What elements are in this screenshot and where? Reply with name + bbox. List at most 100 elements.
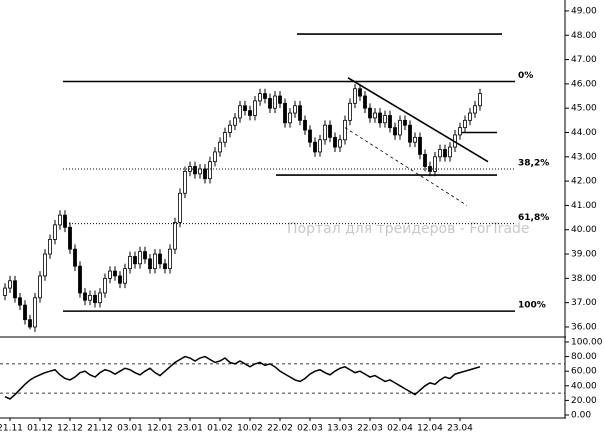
candle-body [303, 119, 307, 131]
x-tick-label: 02.04 [387, 424, 413, 434]
fib-label: 100% [518, 301, 546, 311]
x-tick-label: 23.04 [447, 424, 473, 434]
candle-body [448, 146, 452, 158]
candle-body [93, 294, 97, 304]
y-tick-label: 60.00 [571, 367, 597, 377]
candle-body [408, 124, 412, 143]
candle-body [278, 95, 282, 104]
candle-body [358, 88, 362, 97]
candle-body [98, 292, 102, 304]
candle-body [28, 319, 32, 328]
candle-body [123, 268, 127, 284]
y-tick-label: 80.00 [571, 352, 597, 362]
candle-body [88, 294, 92, 301]
candle-body [168, 248, 172, 270]
candle-body [33, 297, 37, 328]
y-tick-label: 0.00 [571, 411, 591, 421]
x-tick-label: 22.02 [267, 424, 293, 434]
y-tick-label: 36.00 [571, 322, 597, 332]
trend-line [344, 127, 468, 206]
candle-body [478, 93, 482, 107]
candle-body [473, 105, 477, 114]
y-tick-label: 43.00 [571, 152, 597, 162]
candle-body [388, 115, 392, 129]
candle-body [418, 136, 422, 155]
candle-body [43, 253, 47, 277]
candle-body [48, 239, 52, 255]
candle-body [23, 304, 27, 321]
x-tick-label: 10.02 [237, 424, 263, 434]
candle-body [233, 117, 237, 126]
candle-body [158, 253, 162, 265]
candle-body [248, 110, 252, 116]
candle-body [118, 275, 122, 284]
candle-body [348, 102, 352, 121]
candle-body [353, 88, 357, 104]
candle-body [68, 226, 72, 250]
candle-body [58, 214, 62, 226]
trend-line [347, 77, 489, 163]
x-tick-label: 22.03 [357, 424, 383, 434]
candle-body [323, 124, 327, 141]
candle-body [288, 112, 292, 124]
candle-body [213, 151, 217, 163]
y-tick-label: 46.00 [571, 79, 597, 89]
candle-body [283, 102, 287, 124]
fib-label: 0% [518, 71, 533, 81]
candle-body [133, 256, 137, 265]
y-tick-label: 20.00 [571, 396, 597, 406]
candle-body [18, 297, 22, 306]
candle-body [8, 280, 12, 289]
candle-body [178, 192, 182, 223]
candle-body [193, 166, 197, 175]
y-tick-label: 47.00 [571, 55, 597, 65]
x-tick-label: 12.12 [57, 424, 83, 434]
y-tick-label: 39.00 [571, 250, 597, 260]
y-tick-label: 42.00 [571, 177, 597, 187]
candle-body [413, 136, 417, 143]
candle-body [223, 132, 227, 143]
candle-body [203, 168, 207, 180]
candle-body [38, 275, 42, 299]
candle-body [318, 139, 322, 153]
y-tick-label: 44.00 [571, 128, 597, 138]
candle-body [198, 168, 202, 175]
candle-body [253, 100, 257, 116]
candle-body [73, 248, 77, 267]
y-tick-label: 40.00 [571, 225, 597, 235]
candle-body [403, 119, 407, 126]
candle-body [53, 224, 57, 240]
y-tick-label: 40.00 [571, 381, 597, 391]
candle-body [258, 93, 262, 102]
candle-body [13, 280, 17, 299]
y-tick-label: 100.00 [571, 337, 603, 347]
x-tick-label: 01.12 [27, 424, 53, 434]
fib-label: 61,8% [518, 213, 549, 223]
candle-body [393, 127, 397, 136]
candle-body [458, 127, 462, 136]
candle-body [243, 105, 247, 112]
oscillator-line [4, 355, 481, 400]
candle-body [343, 119, 347, 141]
candle-body [268, 98, 272, 109]
candle-body [273, 95, 277, 109]
candle-body [78, 265, 82, 294]
candle-body [363, 95, 367, 109]
candle-body [333, 136, 337, 148]
x-tick-label: 12.04 [417, 424, 443, 434]
x-tick-label: 02.03 [297, 424, 323, 434]
y-tick-label: 37.00 [571, 298, 597, 308]
candle-body [173, 222, 177, 250]
x-tick-label: 23.01 [177, 424, 203, 434]
candle-body [383, 115, 387, 124]
y-tick-label: 48.00 [571, 31, 597, 41]
candle-body [398, 119, 402, 136]
candle-body [163, 263, 167, 270]
watermark: Портал для трейдеров - ForTrade [287, 221, 530, 237]
candle-body [368, 107, 372, 119]
candle-body [313, 141, 317, 153]
candle-body [423, 153, 427, 167]
x-tick-label: 21.12 [87, 424, 113, 434]
